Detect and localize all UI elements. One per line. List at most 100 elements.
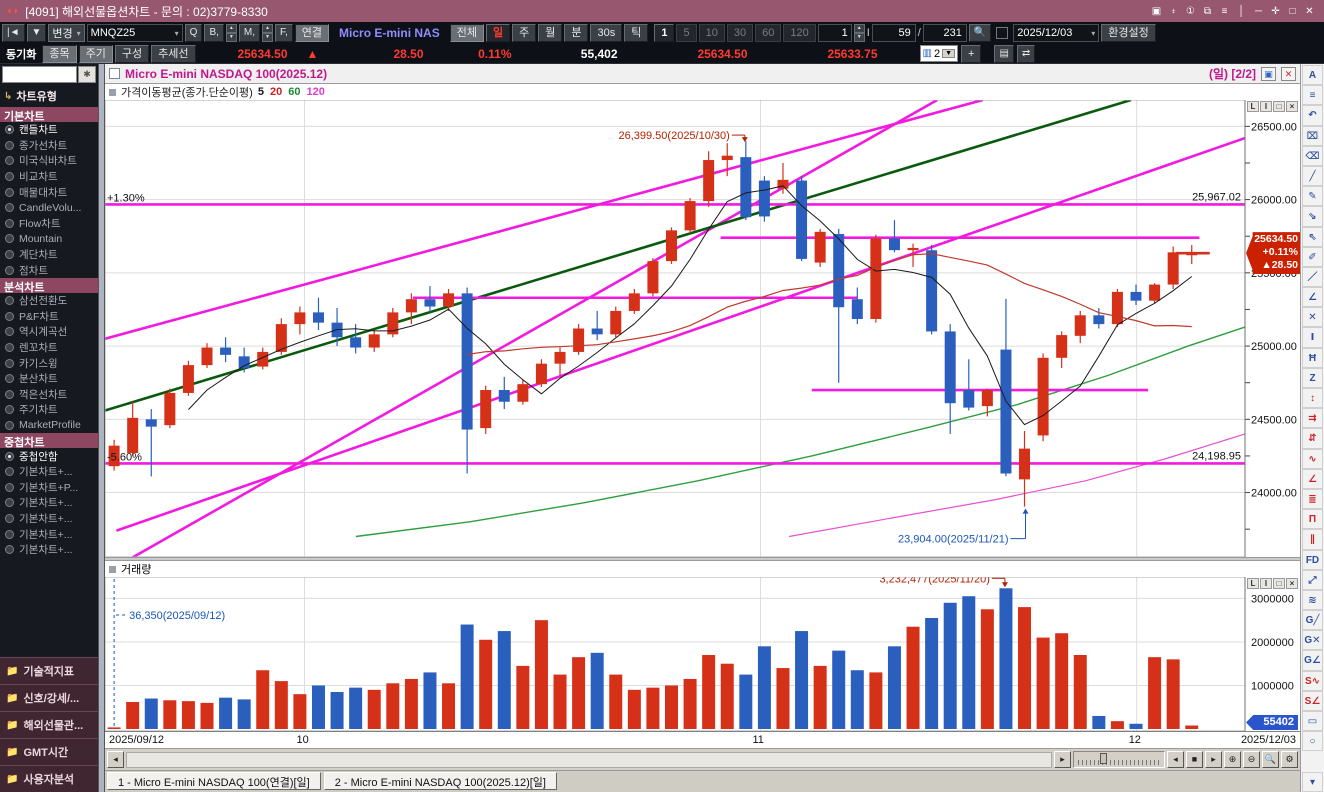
sidebar-item-기본차트+...[interactable]: 기본차트+... [0, 511, 98, 527]
pane-mini-button-L[interactable]: L [1247, 101, 1259, 112]
change-dropdown[interactable]: 변경 ▾ [48, 24, 85, 42]
draw-tool-24-icon[interactable]: FD [1302, 549, 1323, 570]
add-pane-button[interactable]: + [961, 44, 982, 63]
period-button-30s[interactable]: 30s [590, 24, 623, 42]
sync-button-구성[interactable]: 구성 [114, 44, 150, 63]
sync-button-추세선[interactable]: 추세선 [151, 44, 196, 63]
offer-toggle-button[interactable]: F, [275, 24, 293, 42]
draw-tool-7-icon[interactable]: ⇘ [1302, 206, 1323, 227]
sidebar-item-중첩안함[interactable]: 중첩안함 [0, 448, 98, 464]
range-all-button[interactable]: 전체 [449, 24, 484, 42]
interval-button-30[interactable]: 30 [726, 24, 754, 42]
draw-tool-22-icon[interactable]: Π [1302, 509, 1323, 530]
draw-tool-13-icon[interactable]: Ⅰ [1302, 327, 1323, 348]
draw-tool-27-icon[interactable]: G╱ [1302, 610, 1323, 631]
sidebar-item-렌꼬차트[interactable]: 렌꼬차트 [0, 340, 98, 356]
window-control-4[interactable]: ≡ [1221, 5, 1228, 17]
pane-mini-button-×[interactable]: × [1286, 578, 1298, 589]
draw-tool-30-icon[interactable]: S∿ [1302, 670, 1323, 691]
sidebar-item-기본차트+...[interactable]: 기본차트+... [0, 542, 98, 558]
sidebar-search-input[interactable] [2, 66, 77, 83]
interval-button-60[interactable]: 60 [755, 24, 782, 42]
date-dropdown[interactable]: 2025/12/03 ▾ [1013, 24, 1100, 42]
sidebar-folder-GMT시간[interactable]: 📁 GMT시간 [0, 738, 98, 765]
pane-close-button[interactable]: ✕ [1281, 66, 1296, 81]
sidebar-folder-사용자분석[interactable]: 📁 사용자분석 [0, 765, 98, 792]
interval-button-1[interactable]: 1 [654, 24, 675, 42]
sync-button-주기[interactable]: 주기 [78, 44, 113, 63]
volume-chart-pane[interactable]: 1000000 2000000 3000000 36,350(2025/09/12) 3… [105, 577, 1301, 731]
bar-width-slider[interactable] [1073, 751, 1165, 768]
connect-button[interactable]: 연결 [294, 24, 330, 42]
window-control-7[interactable]: ✛ [1271, 5, 1280, 17]
period-button-틱[interactable]: 틱 [624, 24, 649, 42]
pane-checkbox[interactable] [109, 68, 120, 79]
volume-chart-svg[interactable]: 1000000 2000000 3000000 36,350(2025/09/12) 3… [105, 577, 1301, 731]
sidebar-item-역시계곡선[interactable]: 역시계곡선 [0, 324, 98, 340]
draw-tool-16-icon[interactable]: ↕ [1302, 388, 1323, 409]
draw-tool-32-icon[interactable]: ▭ [1302, 711, 1323, 732]
refresh-chart-button[interactable]: ⇄ [1016, 44, 1036, 63]
draw-tool-14-icon[interactable]: Ħ [1302, 347, 1323, 368]
pane-mini-button-□[interactable]: □ [1273, 578, 1285, 589]
draw-tool-18-icon[interactable]: ⇵ [1302, 428, 1323, 449]
pane-mini-button-I[interactable]: I [1260, 578, 1272, 589]
draw-tool-26-icon[interactable]: ≋ [1302, 589, 1323, 611]
window-control-2[interactable]: ① [1186, 5, 1195, 17]
pane-count-selector[interactable]: ▥ 2 ▼ [919, 45, 959, 62]
bar-count-current[interactable] [871, 24, 916, 42]
sidebar-item-꺽은선차트[interactable]: 꺽은선차트 [0, 387, 98, 403]
dock-left-button[interactable]: |◄ [2, 24, 25, 42]
sidebar-item-기본차트+...[interactable]: 기본차트+... [0, 526, 98, 542]
draw-tool-12-icon[interactable]: ✕ [1302, 307, 1323, 328]
scroll-right-button[interactable]: ▸ [1054, 751, 1071, 768]
sidebar-item-카기스윙[interactable]: 카기스윙 [0, 355, 98, 371]
interval-spinner[interactable]: 1 [817, 24, 852, 42]
pane-restore-button[interactable]: ▣ [1261, 66, 1276, 81]
sidebar-folder-해외선물관...[interactable]: 📁 해외선물관... [0, 711, 98, 738]
sidebar-item-주기차트[interactable]: 주기차트 [0, 402, 98, 418]
sidebar-item-P&F차트[interactable]: P&F차트 [0, 309, 98, 325]
mid-toggle-button[interactable]: M, [238, 24, 261, 42]
sidebar-item-삼선전환도[interactable]: 삼선전환도 [0, 293, 98, 309]
window-control-8[interactable]: □ [1289, 5, 1296, 17]
draw-tool-10-icon[interactable]: ／ [1302, 266, 1323, 288]
window-control-3[interactable]: ⧉ [1203, 5, 1212, 17]
bid-stepper[interactable]: ▲ ▼ [225, 24, 237, 42]
sync-button-종목[interactable]: 종목 [42, 44, 77, 63]
draw-tool-17-icon[interactable]: ⇉ [1302, 408, 1323, 429]
period-button-주[interactable]: 주 [512, 24, 537, 42]
sidebar-scrollbar[interactable] [98, 64, 104, 792]
draw-tool-4-icon[interactable]: ⌫ [1302, 145, 1323, 166]
magnifier-button[interactable]: 🔍 [968, 24, 992, 42]
sidebar-item-Mountain[interactable]: Mountain [0, 231, 98, 247]
dock-down-button[interactable]: ▼ [26, 24, 47, 42]
date-checkbox[interactable] [996, 27, 1009, 39]
draw-tool-15-icon[interactable]: Z [1302, 367, 1323, 388]
bar-count-total[interactable] [922, 24, 967, 42]
sidebar-item-분산차트[interactable]: 분산차트 [0, 371, 98, 387]
sidebar-item-기본차트+...[interactable]: 기본차트+... [0, 464, 98, 480]
sidebar-folder-신호/강세/...[interactable]: 📁 신호/강세/... [0, 684, 98, 711]
chart-settings-button[interactable]: ⚙ [1281, 751, 1298, 768]
period-button-분[interactable]: 분 [564, 24, 589, 42]
pane-mini-button-I[interactable]: I [1260, 101, 1272, 112]
draw-tool-20-icon[interactable]: ∠ [1302, 468, 1323, 489]
pane-mini-button-□[interactable]: □ [1273, 101, 1285, 112]
draw-tool-21-icon[interactable]: ≣ [1302, 488, 1323, 510]
search-symbol-button[interactable]: Q [184, 24, 203, 42]
zoom-out-button[interactable]: ⊖ [1243, 751, 1260, 768]
draw-tool-9-icon[interactable]: ✐ [1302, 246, 1323, 267]
period-button-일[interactable]: 일 [485, 24, 511, 42]
draw-tool-31-icon[interactable]: S∠ [1302, 690, 1323, 711]
draw-tool-8-icon[interactable]: ⇖ [1302, 226, 1323, 247]
sidebar-item-미국식바차트[interactable]: 미국식바차트 [0, 153, 98, 169]
zoom-in-button[interactable]: ⊕ [1224, 751, 1241, 768]
price-chart-svg[interactable]: 24000.0024500.0025000.0025500.0026000.00… [105, 100, 1301, 557]
chart-tab-1[interactable]: 1 - Micro E-mini NASDAQ 100(연결)[일] [107, 772, 321, 790]
sidebar-item-점차트[interactable]: 점차트 [0, 262, 98, 278]
interval-button-5[interactable]: 5 [676, 24, 697, 42]
pane-mini-button-×[interactable]: × [1286, 101, 1298, 112]
draw-tool-11-icon[interactable]: ∠ [1302, 287, 1323, 308]
symbol-combo[interactable]: MNQZ25 ▾ [86, 24, 183, 42]
